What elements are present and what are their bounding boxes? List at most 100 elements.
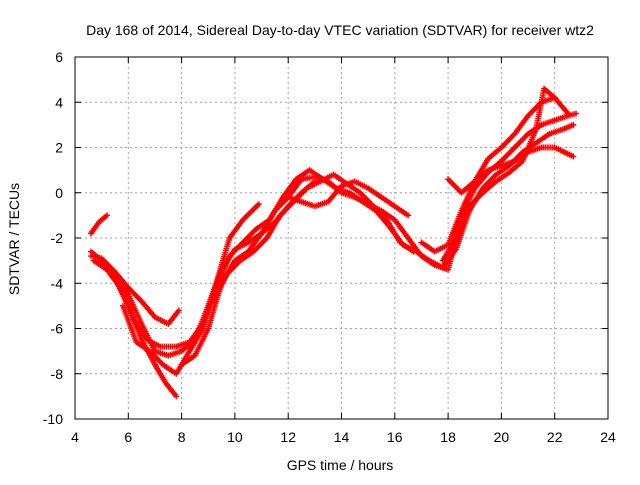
x-tick-label: 10 [227, 429, 243, 445]
data-point [500, 146, 503, 149]
data-point [273, 209, 277, 213]
data-point [398, 241, 402, 244]
data-point [406, 214, 410, 217]
data-point [433, 250, 436, 253]
data-point [113, 273, 117, 276]
data-point [153, 363, 157, 366]
data-point [247, 241, 250, 244]
data-point [228, 254, 231, 258]
y-tick-label: -4 [51, 275, 64, 291]
series-track-1 [87, 212, 110, 237]
data-point [153, 349, 157, 353]
series-track-11 [445, 144, 577, 196]
data-point [513, 146, 516, 149]
data-point [140, 338, 143, 342]
data-point [481, 187, 484, 190]
data-point [193, 354, 197, 357]
data-point [548, 132, 551, 136]
data-point [561, 128, 564, 131]
data-point [212, 300, 215, 303]
data-point [521, 159, 524, 163]
data-point [260, 232, 263, 235]
data-point [513, 159, 516, 163]
data-point [215, 286, 218, 289]
data-point [89, 232, 93, 235]
data-point [89, 254, 93, 258]
data-point [294, 177, 298, 181]
data-point [201, 327, 205, 330]
data-point [300, 200, 303, 203]
x-tick-label: 20 [494, 429, 510, 445]
data-point [233, 259, 237, 262]
data-point [572, 123, 575, 127]
series-track-9 [285, 178, 412, 219]
data-point [167, 322, 170, 326]
data-point [340, 191, 343, 194]
data-point [305, 187, 309, 190]
data-point [105, 214, 109, 217]
data-point [473, 180, 476, 183]
data-point [340, 184, 343, 188]
data-point [175, 395, 178, 398]
data-point [100, 257, 103, 260]
data-point [526, 114, 530, 118]
y-tick-label: 4 [55, 94, 63, 110]
data-point [167, 354, 170, 357]
series-track-12 [439, 85, 558, 264]
y-tick-label: -8 [51, 366, 64, 382]
data-point [406, 236, 410, 240]
data-point [513, 132, 516, 136]
data-point [175, 345, 178, 348]
data-point [257, 202, 261, 206]
x-tick-label: 24 [600, 429, 616, 445]
data-point [164, 381, 167, 384]
data-point [225, 273, 229, 276]
data-point [358, 191, 362, 194]
data-point [89, 250, 93, 253]
y-tick-label: 0 [55, 185, 63, 201]
data-point [481, 191, 484, 194]
data-point [175, 372, 178, 375]
data-point [92, 259, 95, 262]
series-track-7 [178, 110, 580, 368]
data-point [441, 259, 444, 262]
data-point [553, 146, 556, 149]
x-tick-label: 18 [440, 429, 456, 445]
data-point [372, 205, 375, 208]
data-markers [87, 85, 580, 400]
data-point [140, 322, 143, 326]
y-axis-label: SDTVAR / TECUs [6, 183, 22, 295]
data-point [540, 123, 543, 127]
data-point [180, 349, 183, 353]
data-point [100, 263, 103, 267]
x-tick-label: 8 [178, 429, 186, 445]
data-point [486, 168, 490, 172]
data-point [460, 191, 463, 194]
y-tick-label: -10 [43, 411, 63, 427]
data-point [326, 200, 330, 203]
y-tick-label: -2 [51, 230, 64, 246]
data-point [486, 157, 490, 161]
data-point [566, 112, 570, 115]
data-point [420, 241, 423, 244]
data-point [207, 327, 210, 330]
data-point [540, 146, 543, 149]
data-point [542, 87, 546, 90]
data-point [127, 286, 130, 289]
data-point [433, 263, 436, 267]
data-point [534, 128, 538, 131]
data-point [241, 241, 245, 244]
data-point [177, 309, 181, 312]
y-tick-label: 6 [55, 49, 63, 65]
data-point [153, 315, 157, 319]
data-point [553, 96, 556, 99]
data-point [318, 180, 322, 183]
data-point [454, 236, 458, 240]
x-tick-label: 22 [547, 429, 563, 445]
data-point [180, 363, 183, 366]
data-point [148, 349, 151, 353]
data-point [332, 173, 335, 176]
data-point [460, 209, 463, 213]
